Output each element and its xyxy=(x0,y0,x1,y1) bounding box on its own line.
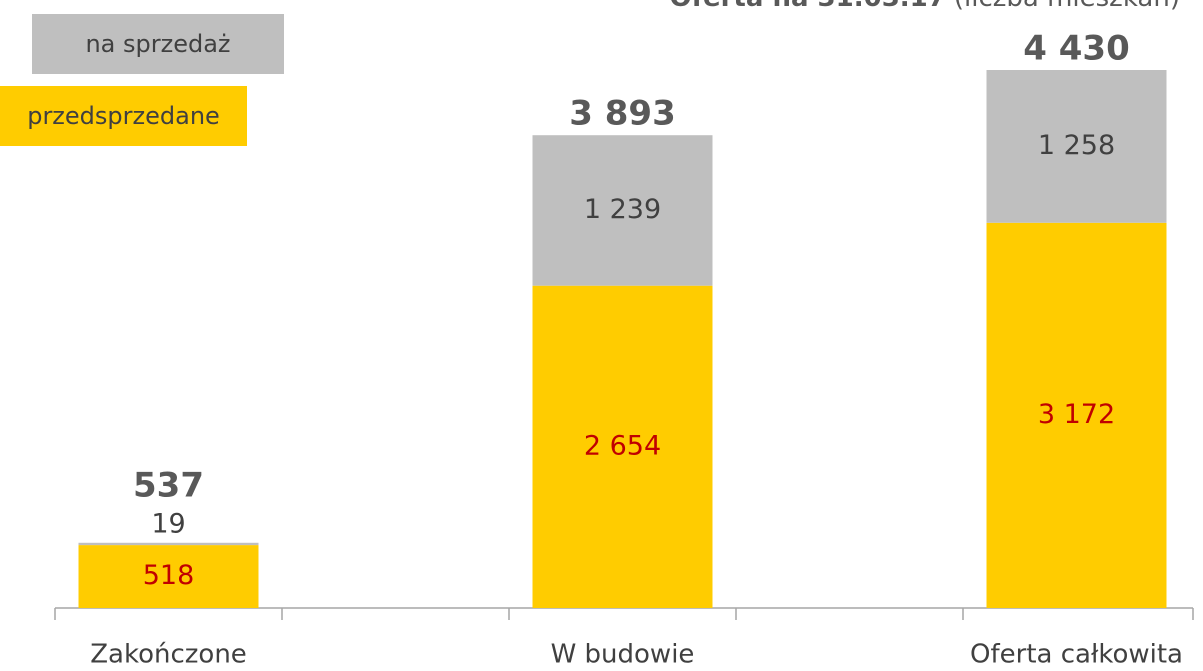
chart-subtitle: (liczba mieszkań) xyxy=(954,0,1180,13)
bar-segment xyxy=(78,542,259,546)
x-tick-label: W budowie xyxy=(551,640,695,670)
bar-segment xyxy=(78,545,259,608)
value-label: 19 xyxy=(151,508,185,539)
x-tick-label: Oferta całkowita xyxy=(970,640,1183,670)
chart-title: Oferta na 31.03.17 xyxy=(670,0,946,13)
total-label: 3 893 xyxy=(569,94,675,134)
value-label: 1 239 xyxy=(584,194,661,225)
value-label: 1 258 xyxy=(1038,130,1115,161)
legend-label: przedsprzedane xyxy=(27,102,220,130)
value-label: 2 654 xyxy=(584,430,661,461)
legend-swatch xyxy=(0,86,247,146)
x-tick-label: Zakończone xyxy=(90,640,247,670)
bar-segment xyxy=(532,135,713,286)
total-label: 537 xyxy=(133,465,204,505)
bar-segment xyxy=(532,285,713,608)
total-label: 4 430 xyxy=(1023,29,1129,69)
chart-title-group: Oferta na 31.03.17 (liczba mieszkań) xyxy=(670,0,1180,13)
legend-label: na sprzedaż xyxy=(85,30,230,58)
legend-swatch xyxy=(32,14,284,74)
bar-segment xyxy=(986,222,1167,609)
value-label: 518 xyxy=(143,560,195,591)
value-label: 3 172 xyxy=(1038,399,1115,430)
bar-segment xyxy=(986,70,1167,223)
